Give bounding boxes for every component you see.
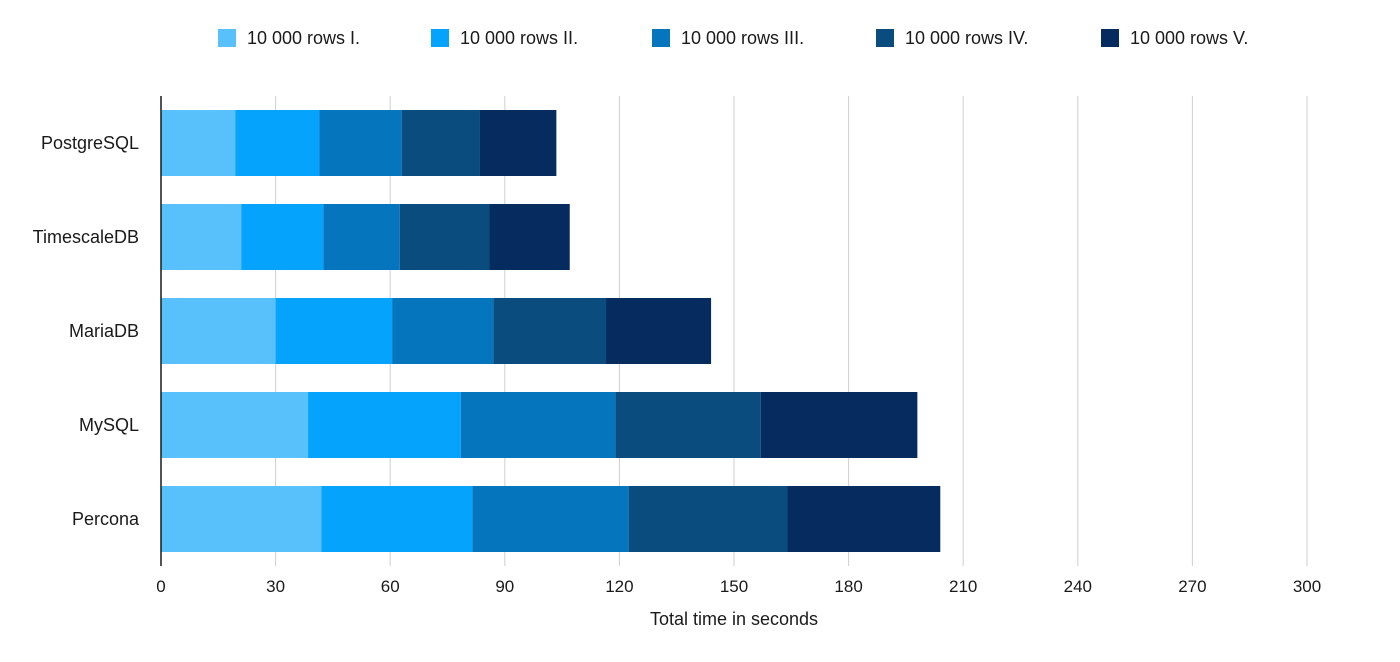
legend-swatch	[1101, 29, 1119, 47]
bar-segment-postgresql-5	[479, 110, 557, 176]
legend: 10 000 rows I. 10 000 rows II. 10 000 rows…	[218, 28, 1248, 48]
legend-swatch	[431, 29, 449, 47]
bar-segment-mariadb-3	[392, 298, 494, 364]
x-tick-label: 180	[834, 577, 862, 596]
bar-segment-percona-3	[472, 486, 629, 552]
legend-swatch	[876, 29, 894, 47]
legend-label: 10 000 rows III.	[681, 28, 804, 48]
bar-segment-percona-1	[161, 486, 322, 552]
bar-segment-postgresql-2	[235, 110, 320, 176]
x-tick-label: 210	[949, 577, 977, 596]
category-label: TimescaleDB	[33, 227, 139, 247]
bar-segment-timescaledb-5	[489, 204, 570, 270]
bar-segment-percona-5	[787, 486, 941, 552]
bar-segment-mariadb-1	[161, 298, 276, 364]
category-label: Percona	[72, 509, 140, 529]
bars	[161, 110, 941, 552]
bar-segment-mariadb-2	[275, 298, 393, 364]
category-label: MariaDB	[69, 321, 139, 341]
x-tick-label: 90	[495, 577, 514, 596]
legend-label: 10 000 rows IV.	[905, 28, 1028, 48]
bar-segment-mariadb-4	[493, 298, 607, 364]
bar-segment-timescaledb-2	[241, 204, 324, 270]
bar-segment-mariadb-5	[606, 298, 712, 364]
x-tick-label: 120	[605, 577, 633, 596]
legend-label: 10 000 rows II.	[460, 28, 578, 48]
category-label: PostgreSQL	[41, 133, 139, 153]
x-tick-label: 240	[1064, 577, 1092, 596]
x-axis-title: Total time in seconds	[650, 609, 818, 629]
bar-segment-mysql-5	[760, 392, 918, 458]
legend-swatch	[218, 29, 236, 47]
bar-segment-postgresql-4	[401, 110, 480, 176]
x-tick-label: 150	[720, 577, 748, 596]
x-tick-labels: 0 30 60 90 120 150 180 210 240 270 300	[156, 577, 1321, 596]
legend-label: 10 000 rows V.	[1130, 28, 1248, 48]
x-tick-label: 30	[266, 577, 285, 596]
bar-segment-timescaledb-4	[399, 204, 490, 270]
bar-segment-postgresql-1	[161, 110, 236, 176]
bar-segment-mysql-4	[615, 392, 761, 458]
x-tick-label: 0	[156, 577, 165, 596]
x-tick-label: 60	[381, 577, 400, 596]
bar-segment-percona-4	[628, 486, 788, 552]
bar-segment-mysql-2	[308, 392, 461, 458]
bar-segment-mysql-3	[460, 392, 616, 458]
bar-segment-postgresql-3	[319, 110, 402, 176]
bar-segment-mysql-1	[161, 392, 309, 458]
legend-swatch	[652, 29, 670, 47]
category-label: MySQL	[79, 415, 139, 435]
bar-segment-timescaledb-1	[161, 204, 242, 270]
x-tick-label: 300	[1293, 577, 1321, 596]
bar-segment-timescaledb-3	[323, 204, 400, 270]
category-labels: PostgreSQL TimescaleDB MariaDB MySQL Percona	[33, 133, 140, 529]
legend-label: 10 000 rows I.	[247, 28, 360, 48]
bar-segment-percona-2	[321, 486, 473, 552]
x-tick-label: 270	[1178, 577, 1206, 596]
